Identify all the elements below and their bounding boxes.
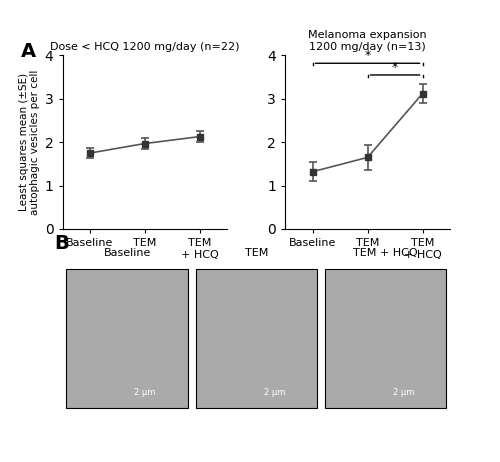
Title: Melanoma expansion
1200 mg/day (n=13): Melanoma expansion 1200 mg/day (n=13) (308, 30, 427, 52)
Text: 2 µm: 2 µm (134, 388, 156, 397)
Text: TEM: TEM (244, 248, 268, 258)
Text: Baseline: Baseline (104, 248, 151, 258)
Y-axis label: Least squares mean (±SE)
autophagic vesicles per cell: Least squares mean (±SE) autophagic vesi… (19, 69, 40, 215)
FancyBboxPatch shape (66, 269, 188, 407)
Text: 2 µm: 2 µm (393, 388, 414, 397)
Title: Dose < HCQ 1200 mg/day (n=22): Dose < HCQ 1200 mg/day (n=22) (50, 42, 240, 52)
Text: *: * (364, 49, 370, 62)
FancyBboxPatch shape (196, 269, 317, 407)
Text: TEM + HCQ: TEM + HCQ (353, 248, 418, 258)
Text: A: A (22, 42, 36, 61)
Text: *: * (392, 61, 398, 73)
Text: B: B (55, 234, 70, 253)
FancyBboxPatch shape (324, 269, 446, 407)
Text: 2 µm: 2 µm (264, 388, 285, 397)
